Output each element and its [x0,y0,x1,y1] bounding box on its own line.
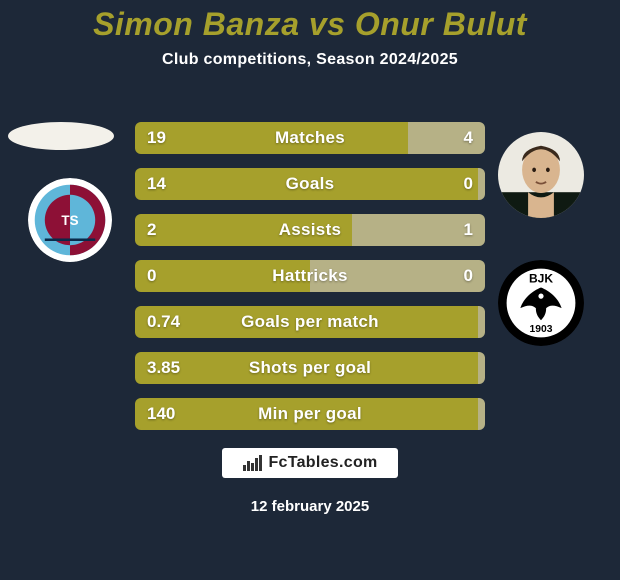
branding-badge: FcTables.com [222,448,398,478]
stat-row: 21Assists [135,214,485,246]
svg-text:1903: 1903 [530,324,553,335]
stat-row: 194Matches [135,122,485,154]
svg-text:TS: TS [61,213,78,228]
comparison-subtitle: Club competitions, Season 2024/2025 [0,51,620,69]
stat-label: Matches [135,122,485,154]
stat-label: Goals per match [135,306,485,338]
player-right-avatar [498,132,584,218]
branding-text: FcTables.com [268,454,377,472]
branding-bars-icon [242,454,262,472]
stat-row: 00Hattricks [135,260,485,292]
stat-row: 0.74Goals per match [135,306,485,338]
club-crest-right: BJK 1903 [498,260,584,346]
stat-row: 140Goals [135,168,485,200]
comparison-title: Simon Banza vs Onur Bulut [0,0,620,43]
stat-label: Assists [135,214,485,246]
svg-text:BJK: BJK [529,271,553,285]
stat-label: Hattricks [135,260,485,292]
club-crest-left: TS [28,178,112,262]
stats-table: 194Matches 140Goals 21Assists 00Hattricks 0.… [135,122,485,444]
player-left-avatar-placeholder [8,122,114,150]
stat-label: Goals [135,168,485,200]
stat-row: 140Min per goal [135,398,485,430]
footer-date: 12 february 2025 [0,498,620,515]
stat-row: 3.85Shots per goal [135,352,485,384]
stat-label: Min per goal [135,398,485,430]
stat-label: Shots per goal [135,352,485,384]
